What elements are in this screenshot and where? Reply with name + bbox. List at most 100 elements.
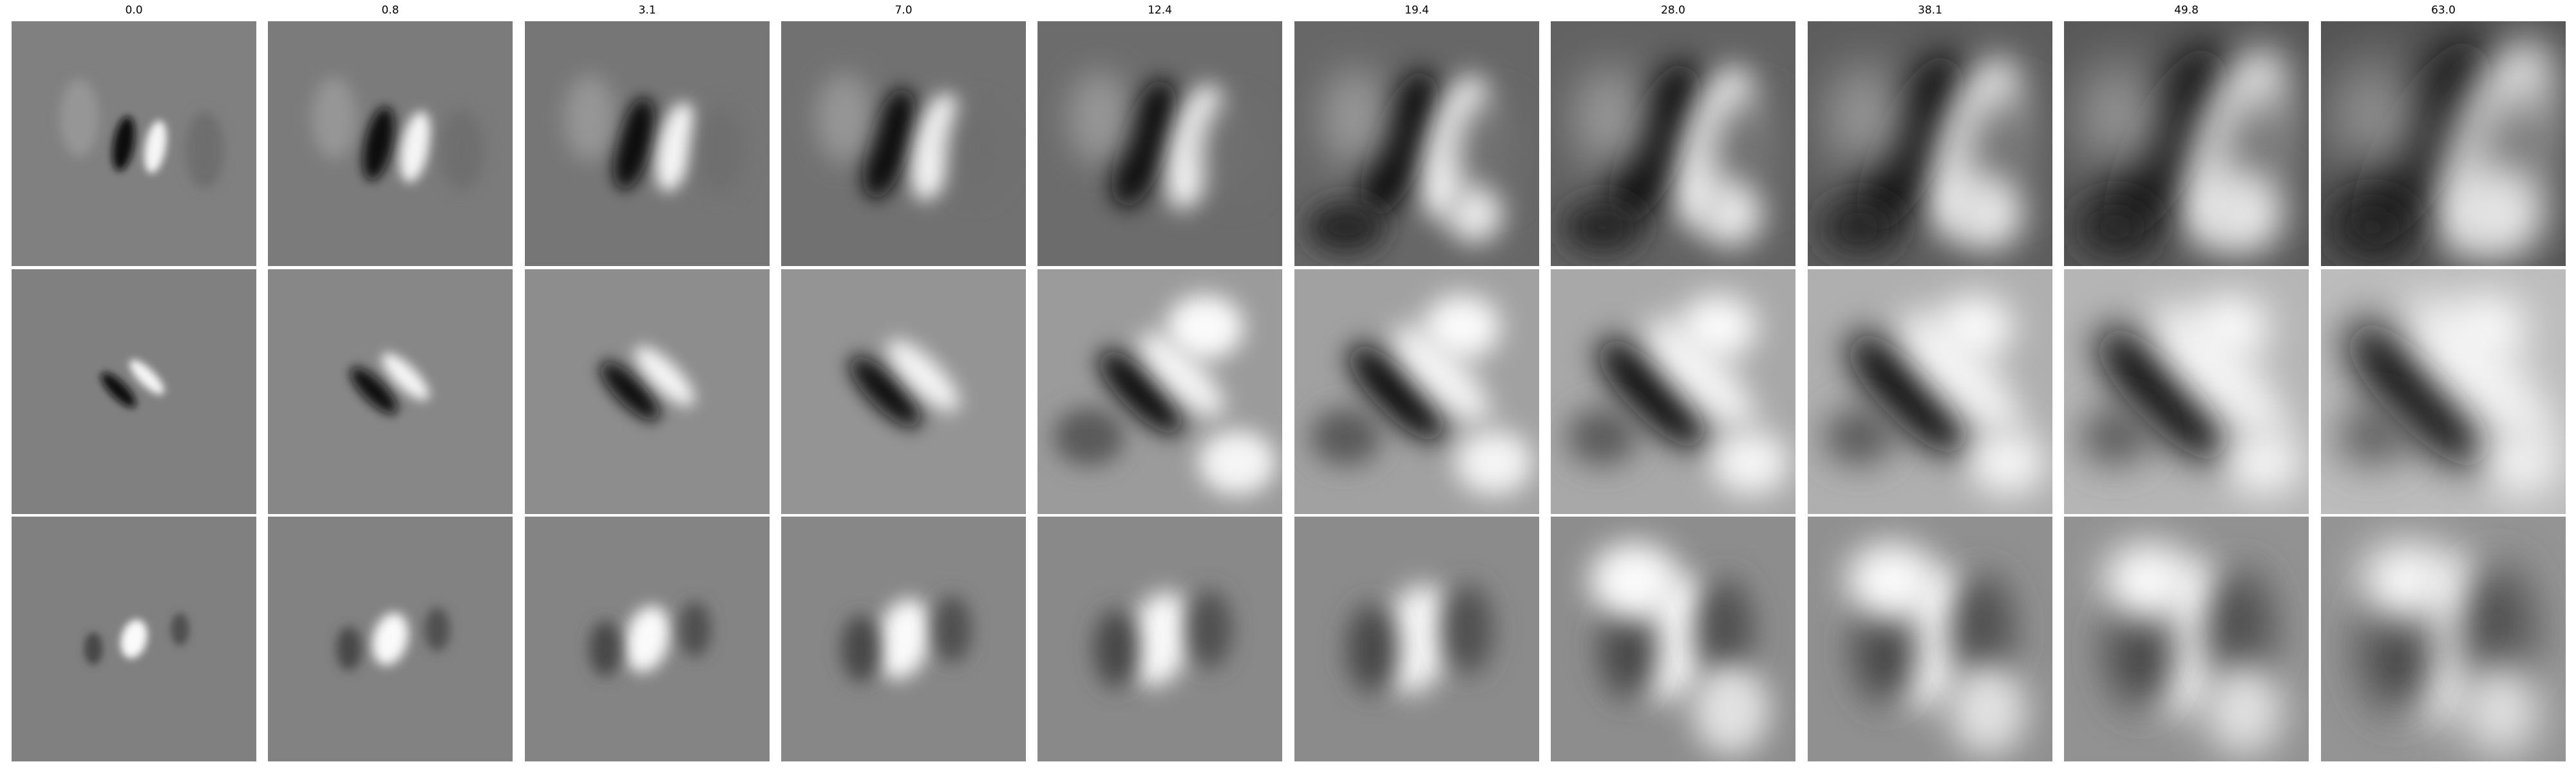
filter-blob: [1361, 70, 1439, 217]
filter-blob: [424, 607, 450, 652]
filter-blob: [363, 106, 395, 181]
filter-panel: [1294, 269, 1539, 514]
filter-image: [12, 269, 256, 514]
filter-blob: [911, 93, 960, 201]
filter-panel: [781, 269, 1026, 514]
filter-panel: [1294, 21, 1539, 266]
filter-blob: [129, 359, 164, 395]
filter-blob: [101, 372, 136, 408]
filter-blob: [1068, 70, 1130, 166]
filter-panel: [1551, 21, 1795, 266]
column-title: 19.4: [1405, 4, 1429, 17]
filter-blob: [336, 626, 362, 671]
filter-blob: [1692, 665, 1770, 755]
filter-blob: [862, 88, 916, 200]
filter-blob: [2077, 202, 2154, 253]
filter-blob: [2334, 202, 2411, 253]
filter-blob: [2193, 295, 2270, 359]
filter-image: [525, 21, 770, 266]
filter-blob: [849, 356, 922, 428]
filter-blob: [1446, 186, 1504, 243]
filter-blob: [1186, 590, 1232, 669]
filter-blob: [876, 599, 931, 679]
filter-blob: [1847, 333, 1969, 455]
filter-image: [12, 517, 256, 761]
filter-blob: [372, 613, 409, 665]
filter-blob: [2351, 40, 2490, 247]
filter-blob: [1311, 408, 1381, 466]
filter-panel: [268, 21, 513, 266]
filter-blob: [1379, 585, 1454, 693]
filter-image: [2064, 517, 2309, 761]
filter-blob: [1127, 592, 1193, 686]
filter-blob: [1307, 202, 1385, 253]
filter-blob: [1567, 408, 1638, 466]
filter-image: [1808, 269, 2052, 514]
filter-blob: [1573, 66, 1647, 169]
filter-panel: [1037, 517, 1282, 761]
filter-blob: [1441, 584, 1493, 674]
filter-blob: [1139, 332, 1224, 417]
filter-blob: [2104, 47, 2226, 240]
filter-panel: [1037, 269, 1282, 514]
filter-blob: [933, 595, 972, 663]
filter-panel: [268, 269, 513, 514]
filter-image: [268, 517, 513, 761]
filter-blob: [1826, 64, 1905, 172]
column-title: 28.0: [1661, 4, 1685, 17]
filter-image: [1551, 517, 1795, 761]
filter-blob: [400, 111, 431, 183]
filter-blob: [564, 75, 615, 161]
filter-blob: [1347, 604, 1399, 694]
filter-image: [1551, 269, 1795, 514]
filter-blob: [350, 367, 398, 414]
filter-blob: [1321, 68, 1389, 167]
column-title: 0.0: [125, 4, 143, 17]
filter-image: [2321, 517, 2566, 761]
filter-image: [1551, 21, 1795, 266]
filter-blob: [1202, 102, 1265, 198]
filter-blob: [817, 73, 873, 163]
filter-blob: [1846, 542, 1937, 620]
filter-blob: [1166, 295, 1244, 359]
filter-image: [1294, 269, 1539, 514]
filter-blob: [1198, 430, 1276, 495]
filter-blob: [2337, 408, 2408, 466]
filter-blob: [185, 111, 224, 189]
filter-blob: [2103, 542, 2193, 620]
filter-blob: [887, 339, 960, 412]
filter-image: [2064, 21, 2309, 266]
filter-panel: [2064, 269, 2309, 514]
filter-blob: [1966, 96, 2045, 204]
column-title: 49.8: [2174, 4, 2199, 17]
filter-blob: [1597, 339, 1707, 448]
filter-blob: [382, 353, 430, 401]
filter-blob: [1348, 344, 1445, 441]
column-title: 3.1: [638, 4, 656, 17]
filter-panel: [1808, 269, 2052, 514]
filter-blob: [1392, 326, 1490, 423]
filter-blob: [589, 620, 621, 677]
filter-blob: [1589, 542, 1680, 620]
filter-blob: [1949, 573, 2014, 686]
filter-panel: [1808, 21, 2052, 266]
filter-blob: [2458, 561, 2536, 698]
filter-blob: [2450, 295, 2527, 359]
filter-panel: [781, 21, 1026, 266]
filter-panel: [781, 517, 1026, 761]
filter-image: [525, 517, 770, 761]
filter-image: [1294, 21, 1539, 266]
filter-image: [1808, 517, 2052, 761]
filter-image: [1037, 517, 1282, 761]
filter-image: [12, 21, 256, 266]
filter-blob: [1455, 430, 1533, 495]
column-title: 63.0: [2431, 4, 2456, 17]
filter-blob: [2150, 305, 2285, 440]
filter-blob: [949, 105, 1005, 195]
filter-image: [1037, 269, 1282, 514]
column-title: 12.4: [1148, 4, 1172, 17]
filter-panel: [525, 517, 770, 761]
filter-blob: [1852, 592, 1917, 705]
filter-image: [2064, 269, 2309, 514]
filter-blob: [439, 109, 484, 191]
